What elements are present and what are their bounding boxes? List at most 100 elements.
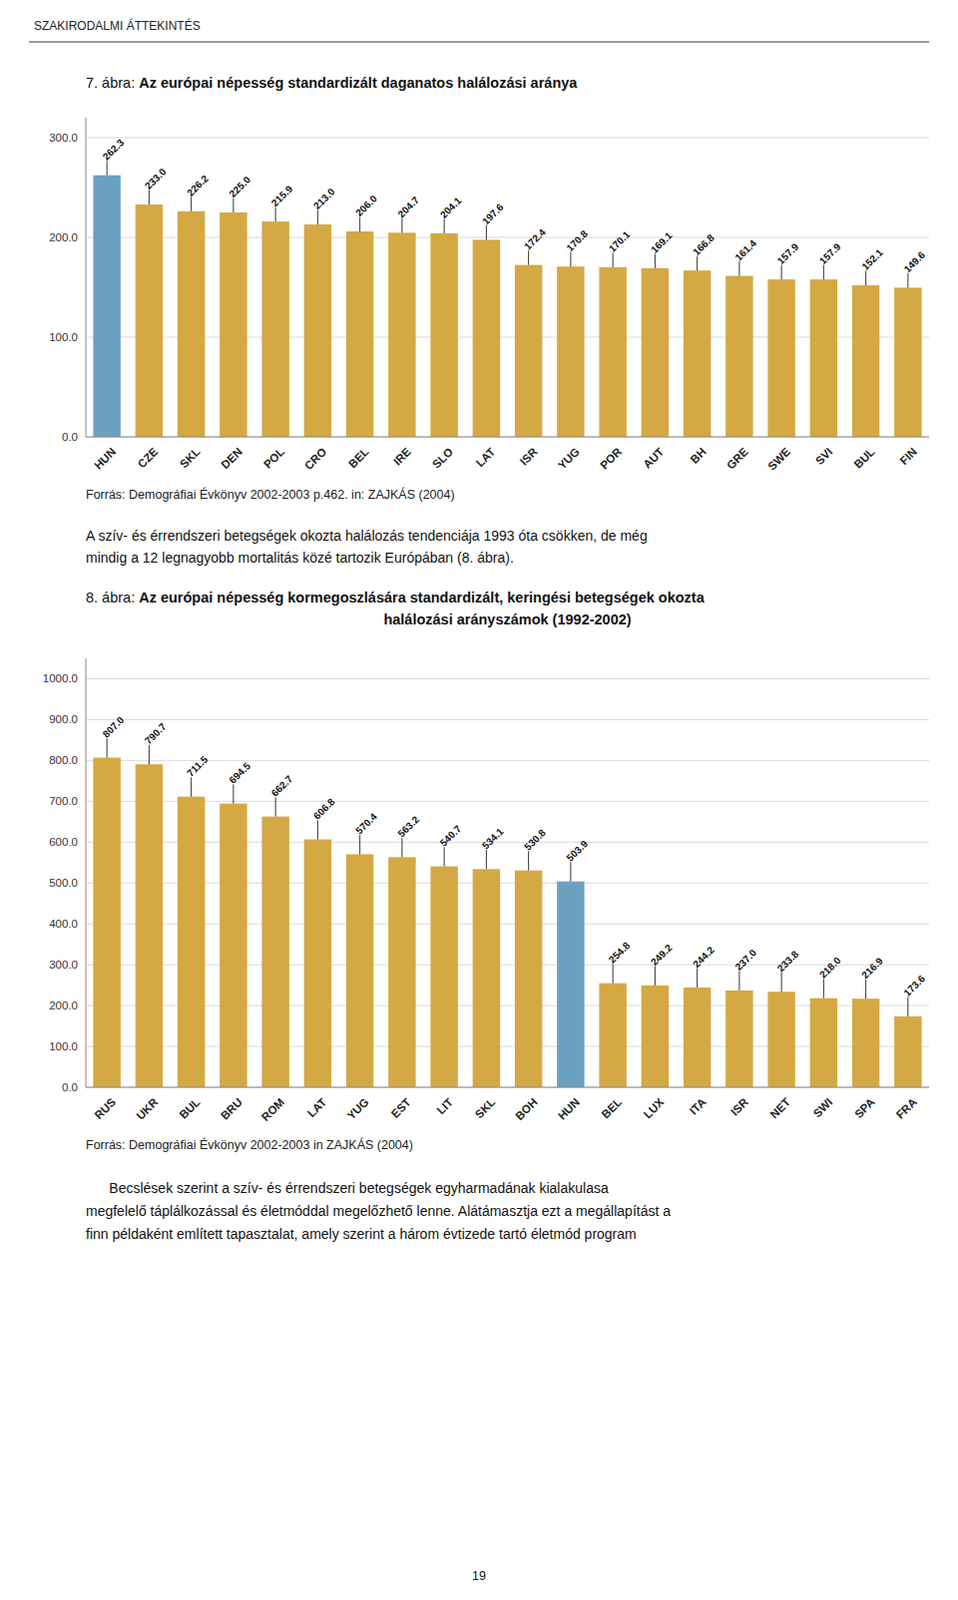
data-label: 244.2 [690, 944, 717, 970]
data-label: 204.1 [438, 194, 465, 221]
leader-line [106, 738, 108, 758]
x-tick-label: ROM [259, 1096, 287, 1124]
x-tick-label: AUT [640, 446, 666, 472]
grid-line [85, 1046, 930, 1048]
bar [641, 985, 669, 1088]
bar [388, 857, 416, 1088]
leader-line [738, 971, 740, 991]
data-label: 206.0 [353, 192, 380, 219]
x-tick-label: LIT [435, 1096, 457, 1118]
data-label: 161.4 [733, 237, 760, 264]
bar [473, 869, 500, 1088]
leader-line [485, 225, 487, 240]
bar [430, 867, 458, 1088]
x-tick-label: FIN [897, 446, 920, 469]
grid-line [85, 237, 930, 239]
leader-line [401, 838, 403, 858]
data-label: 152.1 [859, 246, 886, 273]
leader-line [444, 219, 446, 234]
grid-line [85, 719, 930, 721]
bar [810, 998, 838, 1088]
data-label: 662.7 [269, 773, 296, 800]
x-tick-label: LUX [641, 1095, 667, 1121]
bar [219, 212, 247, 438]
bar [810, 279, 838, 438]
x-tick-label: YUG [555, 446, 582, 473]
data-label: 563.2 [396, 814, 423, 841]
y-tick-label: 600.0 [48, 836, 78, 849]
leader-line [696, 968, 698, 988]
x-tick-label: ISR [517, 445, 541, 469]
title-prefix: 8. ábra: [85, 589, 139, 606]
data-label: 540.7 [438, 823, 465, 850]
data-label: 157.9 [775, 240, 802, 267]
y-tick-label: 1000.0 [42, 672, 78, 685]
leader-line [190, 777, 192, 797]
data-label: 570.4 [353, 811, 380, 838]
leader-line [738, 261, 740, 276]
bar [177, 211, 205, 438]
data-labels: 807.0 790.7 711.5 694.5 662.7 606.8 570.4 563.2… [100, 714, 929, 1017]
bar [473, 239, 500, 438]
bar [92, 758, 120, 1088]
leader-line [823, 265, 825, 280]
y-tick-label: 700.0 [48, 795, 78, 808]
x-tick-label: POL [261, 446, 287, 472]
data-label: 197.6 [479, 201, 506, 228]
x-axis-line [85, 1087, 930, 1089]
bar [92, 175, 120, 438]
leader-line [275, 207, 277, 222]
x-tick-label: UKR [133, 1095, 161, 1123]
data-label: 790.7 [142, 720, 169, 747]
grid-line [85, 883, 930, 885]
leader-line [907, 997, 909, 1017]
y-tick-label: 800.0 [48, 754, 78, 767]
leader-line [527, 851, 529, 871]
data-label: 534.1 [479, 826, 506, 853]
leader-line [275, 797, 277, 817]
leader-line [148, 745, 150, 765]
bar [346, 231, 374, 438]
bar [388, 232, 416, 438]
leader-line [485, 850, 487, 870]
y-tick-label: 0.0 [61, 431, 78, 444]
data-label: 606.8 [311, 796, 338, 823]
data-label: 233.8 [775, 949, 802, 975]
leader-line [865, 979, 867, 999]
x-tick-label: SWI [811, 1096, 836, 1121]
data-label: 711.5 [184, 753, 210, 779]
x-tick-label: BRU [218, 1096, 245, 1123]
y-tick-label: 300.0 [48, 131, 78, 144]
grid-line [85, 801, 930, 803]
x-tick-label: CRO [302, 446, 330, 474]
bar [641, 268, 669, 438]
grid-line [85, 1087, 930, 1089]
grid-line [85, 678, 930, 680]
grid-line [85, 842, 930, 844]
data-label: 694.5 [227, 760, 254, 787]
bar [725, 990, 753, 1088]
data-label: 262.3 [100, 136, 127, 163]
body-text: finn példaként említett tapasztalat, ame… [85, 1226, 637, 1243]
data-label: 225.0 [227, 173, 254, 200]
x-tick-label: POR [597, 445, 625, 473]
data-label: 172.4 [521, 226, 548, 253]
data-label: 807.0 [100, 714, 127, 741]
grid-line [85, 924, 930, 926]
bar [894, 1016, 922, 1088]
body-text: megfelelő táplálkozással és életmóddal m… [85, 1203, 671, 1220]
leader-line [190, 196, 192, 211]
x-tick-label: LAT [474, 446, 498, 471]
leader-line [781, 972, 783, 992]
leader-line [527, 250, 529, 265]
x-tick-label: GRE [724, 445, 751, 472]
y-tick-label: 100.0 [48, 331, 78, 344]
y-axis-line [85, 117, 87, 438]
x-tick-label: SWE [765, 445, 793, 473]
leader-line [569, 252, 571, 267]
bar [261, 817, 289, 1088]
x-tick-label: HUN [91, 446, 118, 473]
data-label: 204.7 [396, 194, 423, 221]
bar [177, 797, 205, 1088]
leader-line [823, 978, 825, 998]
